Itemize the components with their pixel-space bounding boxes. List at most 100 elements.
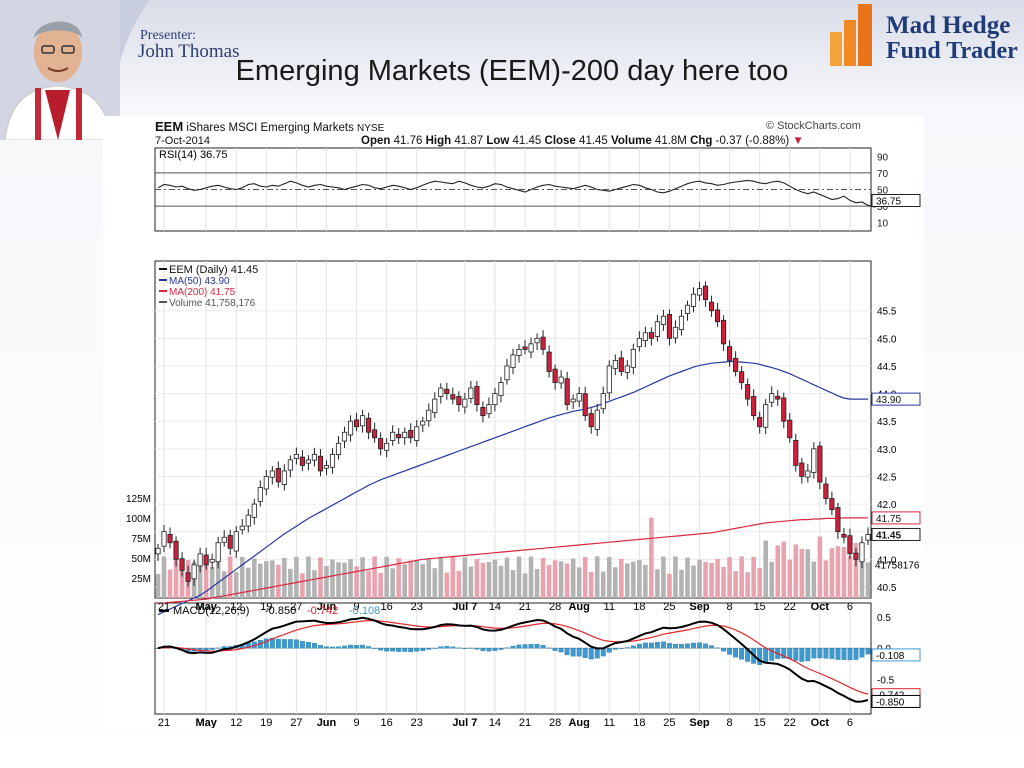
presenter-name: John Thomas xyxy=(138,41,240,62)
chart-exchange: NYSE xyxy=(357,123,385,134)
candle-body xyxy=(281,470,287,485)
volume-bar xyxy=(606,557,612,598)
macd-hist-bar xyxy=(594,648,600,659)
macd-hist-bar xyxy=(342,645,347,649)
price-x-tick-label: Jun xyxy=(317,601,337,613)
candle-body xyxy=(450,394,456,400)
volume-bar xyxy=(438,556,444,598)
volume-bar xyxy=(799,548,805,598)
presenter-label: Presenter: xyxy=(140,28,196,43)
candle-body xyxy=(666,314,673,339)
macd-hist-bar xyxy=(624,647,630,649)
candle-body xyxy=(708,301,715,312)
macd-hist-bar xyxy=(799,648,805,662)
candle-body xyxy=(775,395,781,400)
volume-bar xyxy=(510,569,516,598)
candle-body xyxy=(341,431,348,442)
volume-bar xyxy=(847,555,853,598)
volume-bar xyxy=(215,557,221,598)
macd-hist-bar xyxy=(215,647,221,649)
macd-hist-bar xyxy=(263,638,269,649)
volume-bar xyxy=(522,573,528,598)
candle-body xyxy=(209,558,215,563)
ma50-line xyxy=(157,360,868,616)
macd-hist-bar xyxy=(823,648,829,659)
candle-body xyxy=(221,536,227,543)
price-x-tick-label: Aug xyxy=(568,601,589,613)
down-arrow-icon: ▼ xyxy=(792,135,804,147)
macd-hist-bar xyxy=(528,644,534,649)
candle-body xyxy=(311,453,318,461)
volume-bar xyxy=(793,544,799,598)
volume-bar xyxy=(378,572,383,598)
macd-hist-bar xyxy=(348,644,353,649)
price-x-tick-label: 22 xyxy=(784,601,796,613)
candle-body xyxy=(444,388,450,394)
macd-hist-bar xyxy=(685,643,690,649)
volume-bar xyxy=(637,560,642,598)
volume-bar xyxy=(811,561,817,598)
volume-bar xyxy=(408,560,414,598)
candle-body xyxy=(203,554,209,566)
price-x-tick-label: 9 xyxy=(354,601,360,613)
candle-body xyxy=(420,420,426,426)
macd-hist-bar xyxy=(709,645,714,649)
volume-bar xyxy=(221,571,227,598)
macd-signal-line xyxy=(157,619,869,695)
macd-last-box xyxy=(871,648,921,662)
candle-body xyxy=(432,398,438,413)
macd-hist-bar xyxy=(859,648,865,658)
macd-hist-bar xyxy=(540,645,546,649)
candle-body xyxy=(384,442,390,451)
volume-bar xyxy=(546,564,552,598)
candle-body xyxy=(335,442,342,456)
macd-hist-bar xyxy=(703,643,708,649)
candle-body xyxy=(275,468,281,483)
rsi-tick-label: 10 xyxy=(877,219,889,230)
price-tick-label: 42.0 xyxy=(877,500,897,511)
slide-title: Emerging Markets (EEM)-200 day here too xyxy=(235,55,789,87)
volume-tick-label: 125M xyxy=(126,494,151,505)
macd-hist-bar xyxy=(558,648,564,653)
candle-body xyxy=(594,409,600,430)
candle-body xyxy=(510,354,516,368)
candle-body xyxy=(197,553,203,567)
volume-bar xyxy=(697,559,702,598)
volume-bar xyxy=(643,565,648,598)
price-tick-label: 45.5 xyxy=(877,307,897,318)
volume-bar xyxy=(552,560,558,598)
price-x-tick-label: 19 xyxy=(260,601,272,613)
candle-body xyxy=(793,440,799,466)
macd-hist-bar xyxy=(739,648,745,660)
candle-body xyxy=(504,365,510,381)
volume-bar xyxy=(769,561,775,598)
volume-bar xyxy=(197,563,203,598)
macd-tick-label: 0.5 xyxy=(877,613,891,624)
candle-body xyxy=(480,406,486,417)
volume-bar xyxy=(661,556,666,598)
macd-hist-bar xyxy=(829,648,835,659)
candle-body xyxy=(245,514,251,527)
macd-hist-bar xyxy=(817,648,823,659)
candle-body xyxy=(702,285,709,301)
macd-hist-bar xyxy=(492,648,498,651)
candle-body xyxy=(739,371,745,383)
candle-body xyxy=(618,357,624,372)
macd-hist-bar xyxy=(763,648,769,664)
macd-hist-bar xyxy=(498,648,504,650)
candle-body xyxy=(426,409,432,422)
candle-body xyxy=(624,365,630,373)
macd-hist-bar xyxy=(432,647,438,649)
macd-hist-bar xyxy=(480,648,486,652)
macd-x-tick-label: 23 xyxy=(411,717,423,728)
price-x-tick-label: 28 xyxy=(549,601,561,613)
price-x-tick-label: Jul 7 xyxy=(452,601,477,613)
ma200-last-value: 41.75 xyxy=(876,514,901,525)
macd-hist-bar xyxy=(474,648,480,650)
volume-bar xyxy=(492,559,498,598)
price-tick-label: 40.5 xyxy=(877,583,897,594)
macd-hist-bar xyxy=(378,648,384,651)
macd-hist-bar xyxy=(781,648,787,659)
macd-hist-bar xyxy=(847,648,853,661)
macd-legend-value: -0.850 xyxy=(265,605,296,617)
